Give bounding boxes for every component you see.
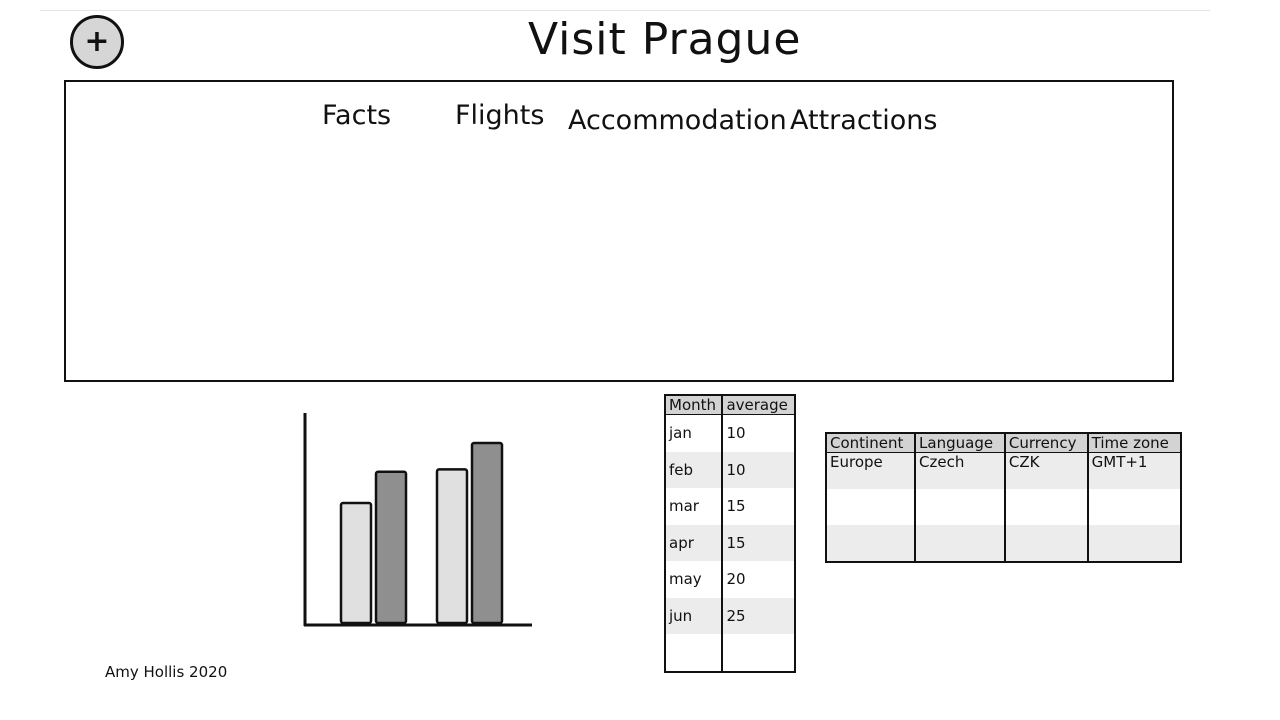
column-header: Language [914, 433, 1005, 453]
table-cell [665, 634, 722, 672]
chart-bar [339, 501, 373, 625]
column-header: Month [665, 395, 723, 415]
table-row: apr 15 [665, 524, 795, 561]
table-cell [914, 489, 1005, 525]
table-cell: apr [665, 524, 723, 561]
add-button[interactable]: + [70, 15, 124, 69]
table-cell: GMT+1 [1086, 452, 1181, 489]
table-row [826, 525, 1181, 562]
table-row [665, 634, 795, 672]
footer-credit: Amy Hollis 2020 [105, 663, 228, 681]
table-row: Europe Czech CZK GMT+1 [826, 452, 1181, 489]
table-cell: jan [669, 424, 692, 443]
tab-flights[interactable]: Flights [455, 100, 545, 131]
table-cell [721, 634, 795, 672]
table-cell: 15 [721, 488, 795, 525]
table-row: may 20 [665, 561, 795, 598]
table-cell: feb [665, 451, 723, 488]
column-header: average [721, 395, 795, 415]
column-header: Time zone [1086, 433, 1181, 453]
content-panel: Facts Flights Accommodation Attractions [64, 80, 1174, 382]
table-cell [1003, 525, 1088, 562]
table-cell: 10 [721, 451, 795, 488]
chart-bar [470, 441, 504, 625]
table-cell: 10 [721, 414, 795, 452]
table-row [826, 489, 1181, 525]
tab-accommodation[interactable]: Accommodation [568, 105, 787, 136]
table-cell: CZK [1003, 452, 1088, 489]
table-row: jun 25 [665, 597, 795, 634]
plus-icon: + [84, 24, 110, 59]
bar-chart [303, 413, 532, 627]
table-cell [826, 489, 915, 525]
page-title: Visit Prague [528, 14, 802, 65]
table-row: feb 10 [665, 451, 795, 488]
climate-table: Month average jan 10 feb 10 mar 15 apr 1… [664, 394, 796, 673]
table-cell: 25 [721, 597, 795, 634]
tab-attractions[interactable]: Attractions [790, 105, 938, 136]
table-cell: 15 [721, 524, 795, 561]
table-cell: Czech [914, 452, 1005, 489]
table-cell: mar [669, 497, 699, 516]
table-cell [914, 525, 1005, 562]
chart-bar [374, 470, 408, 625]
table-row: jan 10 [665, 414, 795, 452]
column-header: Currency [1003, 433, 1088, 453]
tab-facts[interactable]: Facts [322, 100, 392, 131]
table-cell: Europe [826, 452, 916, 489]
chart-bar [435, 468, 469, 625]
table-cell [1003, 489, 1088, 525]
table-cell: jun [665, 597, 723, 634]
table-cell: may [669, 570, 702, 589]
table-cell: 20 [721, 561, 795, 598]
table-cell [1086, 525, 1181, 562]
facts-table: Continent Language Currency Time zone Eu… [825, 432, 1182, 563]
table-cell [826, 525, 916, 562]
table-cell [1086, 489, 1181, 525]
column-header: Continent [826, 433, 916, 453]
table-row: mar 15 [665, 488, 795, 525]
top-divider [40, 10, 1210, 11]
